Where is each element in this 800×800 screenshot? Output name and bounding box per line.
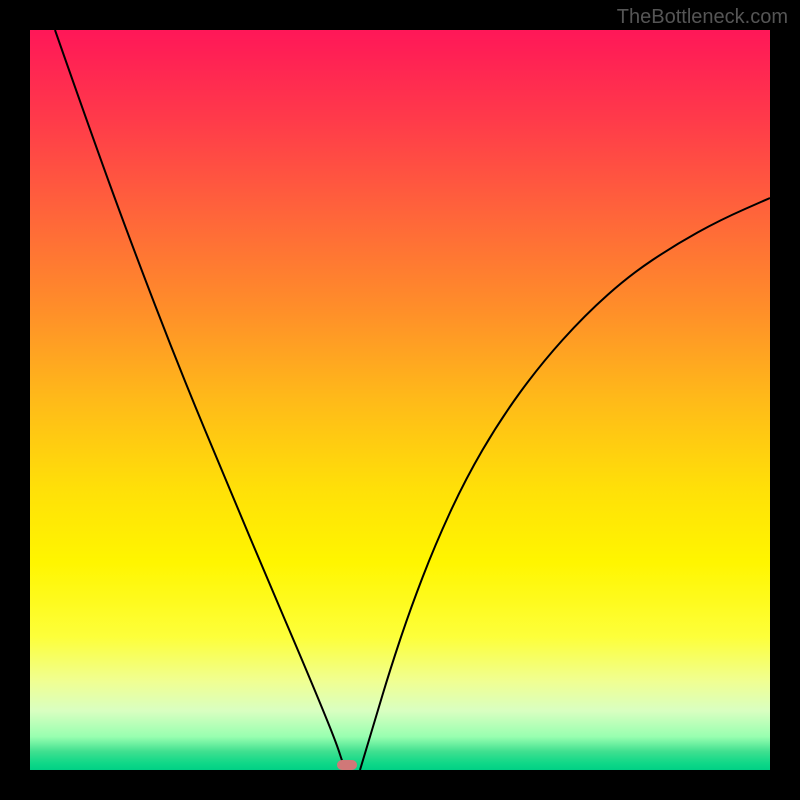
curve-right-branch xyxy=(360,198,770,770)
watermark-text: TheBottleneck.com xyxy=(617,6,788,29)
curve-layer xyxy=(30,30,770,770)
curve-left-branch xyxy=(55,30,347,770)
plot-area xyxy=(30,30,770,770)
bottleneck-marker xyxy=(337,760,357,770)
